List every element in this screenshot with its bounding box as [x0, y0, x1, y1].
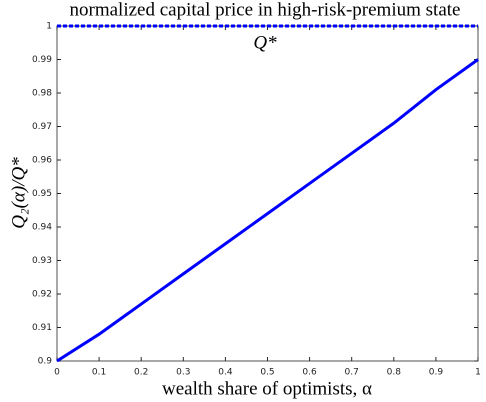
x-tick-label: 0.5 [260, 368, 274, 378]
x-tick-label: 0.1 [92, 368, 106, 378]
y-tick-label: 0.93 [32, 256, 52, 266]
x-tick-label: 0.7 [345, 368, 359, 378]
x-axis-label: wealth share of optimists, α [162, 378, 372, 399]
y-tick-label: 0.99 [32, 55, 52, 65]
x-tick-label: 0.3 [176, 368, 190, 378]
x-tick-label: 1 [475, 368, 481, 378]
data-line [56, 58, 479, 363]
x-tick-label: 0 [54, 368, 60, 378]
x-tick-label: 0.4 [218, 368, 233, 378]
y-axis-label: Q₂(α)/Q* [8, 157, 29, 229]
x-tick-label: 0.8 [387, 368, 402, 378]
plot-frame [56, 25, 479, 362]
y-tick-label: 1 [46, 22, 52, 32]
x-tick-label: 0.9 [429, 368, 444, 378]
y-tick-label: 0.91 [32, 323, 52, 333]
x-tick-label: 0.2 [134, 368, 148, 378]
annotation: Q* [253, 32, 277, 53]
y-tick-label: 0.9 [38, 357, 53, 367]
y-tick-label: 0.94 [32, 223, 52, 233]
y-tick-label: 0.97 [32, 122, 52, 132]
y-tick-label: 0.98 [32, 89, 52, 99]
y-tick-label: 0.92 [32, 290, 52, 300]
chart-title: normalized capital price in high-risk-pr… [70, 0, 461, 20]
y-tick-label: 0.96 [32, 156, 52, 166]
y-tick-label: 0.95 [32, 189, 52, 199]
x-tick-label: 0.6 [302, 368, 317, 378]
